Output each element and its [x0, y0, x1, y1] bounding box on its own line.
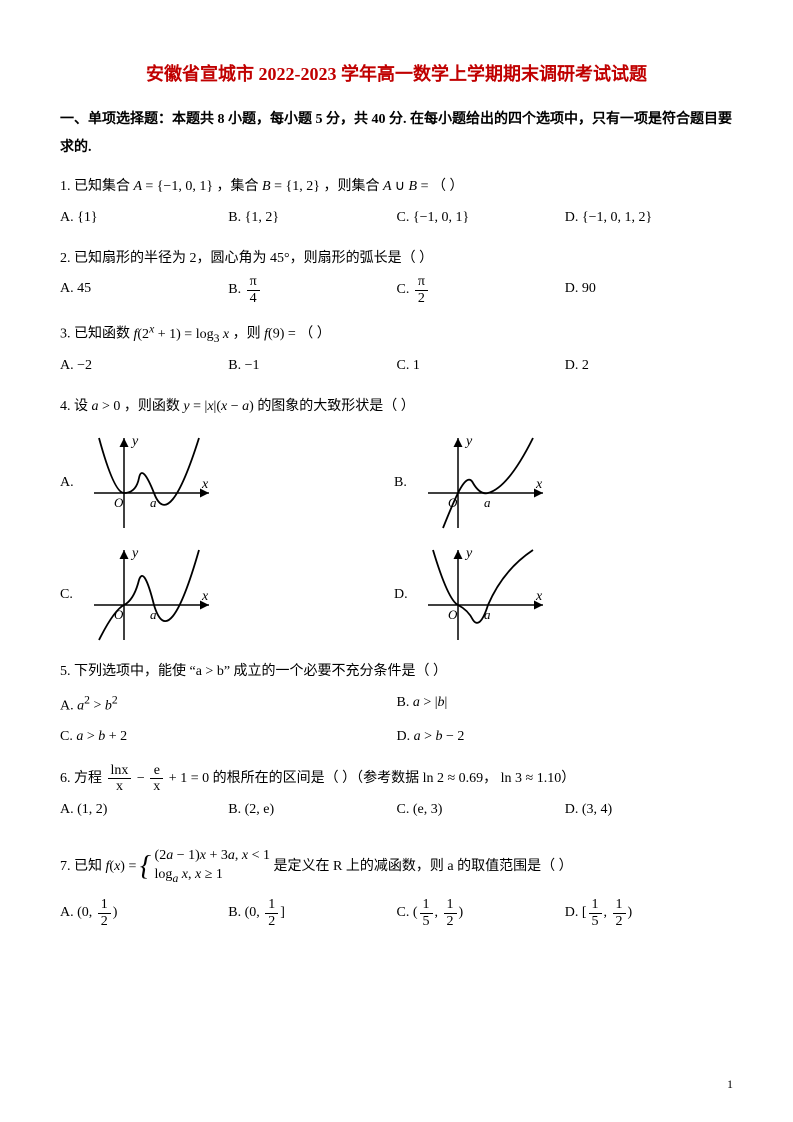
q6-eq: lnxx − ex + 1 = 0: [106, 771, 213, 786]
question-1: 1. 已知集合 A = {−1, 0, 1} ，集合 B = {1, 2} ，则…: [60, 172, 733, 234]
svg-text:O: O: [114, 607, 124, 622]
q1-tail: （ ）: [432, 179, 464, 194]
q2-num: 2.: [60, 251, 71, 266]
q6-opt-c: C. (e, 3): [397, 795, 565, 826]
q6-pre: 方程: [74, 771, 106, 786]
svg-text:y: y: [130, 546, 139, 561]
svg-text:x: x: [535, 477, 543, 492]
q4-graph-a: y x O a: [84, 433, 214, 533]
svg-text:a: a: [150, 495, 157, 510]
svg-text:a: a: [484, 607, 491, 622]
section-header: 一、单项选择题：本题共 8 小题，每小题 5 分，共 40 分. 在每小题给出的…: [60, 106, 733, 162]
svg-text:x: x: [201, 589, 209, 604]
q5-opt-a: A. a2 > b2: [60, 688, 397, 722]
q1-pre: 已知集合: [74, 179, 134, 194]
q3-opt-d: D. 2: [565, 351, 733, 382]
q4-graph-c: y x O a: [84, 545, 214, 645]
q1-setA: A = {−1, 0, 1}: [134, 179, 214, 194]
q1-union: A ∪ B =: [383, 179, 429, 194]
q3-opt-a: A. −2: [60, 351, 228, 382]
q6-opt-d: D. (3, 4): [565, 795, 733, 826]
q4-graph-d: y x O a: [418, 545, 548, 645]
q4-lab-c: C.: [60, 587, 84, 603]
svg-text:O: O: [114, 495, 124, 510]
q4-mid: ，则函数: [124, 399, 184, 414]
question-5: 5. 下列选项中，能使 “a > b” 成立的一个必要不充分条件是（ ） A. …: [60, 657, 733, 753]
q7-opt-d: D. [15, 12): [565, 897, 733, 929]
question-7: 7. 已知 f(x) = { (2a − 1)x + 3a, x < 1 log…: [60, 836, 733, 930]
svg-text:x: x: [201, 477, 209, 492]
svg-text:y: y: [464, 546, 473, 561]
q4-post: 的图象的大致形状是（ ）: [257, 399, 415, 414]
q1-num: 1.: [60, 179, 71, 194]
q4-lab-b: B.: [394, 475, 418, 491]
q1-opt-b: B. {1, 2}: [228, 203, 396, 234]
q4-lab-d: D.: [394, 587, 418, 603]
q7-fn: f(x) = { (2a − 1)x + 3a, x < 1 loga x, x…: [106, 859, 274, 874]
svg-text:a: a: [484, 495, 491, 510]
q3-opt-c: C. 1: [397, 351, 565, 382]
q5-num: 5.: [60, 664, 71, 679]
q7-opt-c: C. (15, 12): [397, 897, 565, 929]
q7-opt-a: A. (0, 12): [60, 897, 228, 929]
question-4: 4. 设 a > 0 ，则函数 y = |x|(x − a) 的图象的大致形状是…: [60, 392, 733, 423]
q3-pre: 已知函数: [74, 327, 134, 342]
q4-pre: 设: [74, 399, 92, 414]
q5-opt-d: D. a > b − 2: [397, 722, 734, 753]
q1-opt-d: D. {−1, 0, 1, 2}: [565, 203, 733, 234]
q2-text: 已知扇形的半径为 2，圆心角为 45°，则扇形的弧长是（ ）: [74, 251, 433, 266]
q4-lab-a: A.: [60, 475, 84, 491]
q5-opt-c: C. a > b + 2: [60, 722, 397, 753]
q1-opt-c: C. {−1, 0, 1}: [397, 203, 565, 234]
q6-opt-b: B. (2, e): [228, 795, 396, 826]
q3-mid: ，则: [233, 327, 265, 342]
q5-text: 下列选项中，能使 “a > b” 成立的一个必要不充分条件是（ ）: [74, 664, 447, 679]
q1-setB: B = {1, 2}: [262, 179, 320, 194]
page-title: 安徽省宣城市 2022-2023 学年高一数学上学期期末调研考试试题: [60, 60, 733, 86]
q5-opt-b: B. a > |b|: [397, 688, 734, 722]
q4-a0: a > 0: [92, 399, 121, 414]
q7-opt-b: B. (0, 12]: [228, 897, 396, 929]
q1-mid: ，集合: [217, 179, 263, 194]
q7-post: 是定义在 R 上的减函数，则 a 的取值范围是（ ）: [274, 859, 573, 874]
question-6: 6. 方程 lnxx − ex + 1 = 0 的根所在的区间是（ ）（参考数据…: [60, 763, 733, 826]
q3-opt-b: B. −1: [228, 351, 396, 382]
svg-text:O: O: [448, 495, 458, 510]
q4-num: 4.: [60, 399, 71, 414]
svg-text:a: a: [150, 607, 157, 622]
svg-text:x: x: [535, 589, 543, 604]
svg-text:y: y: [464, 434, 473, 449]
q7-pre: 已知: [74, 859, 106, 874]
q7-num: 7.: [60, 859, 71, 874]
q2-opt-c: C. π2: [397, 274, 565, 306]
question-2: 2. 已知扇形的半径为 2，圆心角为 45°，则扇形的弧长是（ ） A. 45 …: [60, 244, 733, 307]
q6-opt-a: A. (1, 2): [60, 795, 228, 826]
q6-num: 6.: [60, 771, 71, 786]
q6-post: 的根所在的区间是（ ）（参考数据 ln 2 ≈ 0.69， ln 3 ≈ 1.1…: [213, 771, 576, 786]
q4-fn: y = |x|(x − a): [183, 399, 253, 414]
question-3: 3. 已知函数 f(2x + 1) = log3 x ，则 f(9) = （ ）…: [60, 316, 733, 382]
q1-opt-a: A. {1}: [60, 203, 228, 234]
svg-text:O: O: [448, 607, 458, 622]
q4-graph-row-2: C. y x O a D. y x O a: [60, 545, 733, 645]
q2-opt-a: A. 45: [60, 274, 228, 306]
q2-opt-b: B. π4: [228, 274, 396, 306]
q3-f9: f(9) =: [264, 327, 299, 342]
q2-opt-d: D. 90: [565, 274, 733, 306]
q3-tail: （ ）: [299, 327, 331, 342]
q3-num: 3.: [60, 327, 71, 342]
q3-eq: f(2x + 1) = log3 x: [134, 327, 230, 342]
q1-post: ，则集合: [323, 179, 383, 194]
q4-graph-row-1: A. y x O a B. y x O a: [60, 433, 733, 533]
svg-text:y: y: [130, 434, 139, 449]
q4-graph-b: y x O a: [418, 433, 548, 533]
page-number: 1: [727, 1077, 733, 1092]
